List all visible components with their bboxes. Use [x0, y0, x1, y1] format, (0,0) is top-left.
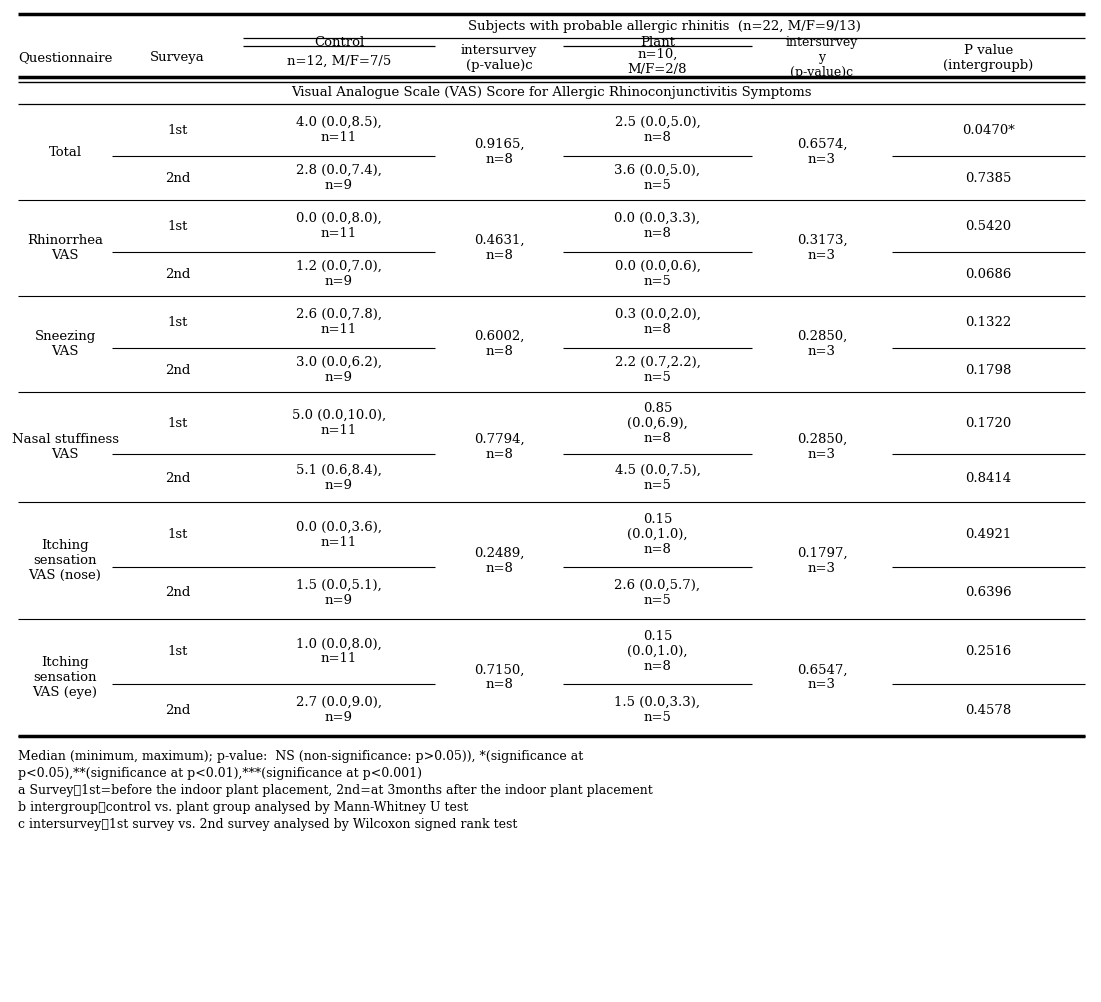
Text: 0.3 (0.0,2.0),
n=8: 0.3 (0.0,2.0), n=8	[614, 308, 700, 336]
Text: Itching
sensation
VAS (eye): Itching sensation VAS (eye)	[33, 656, 98, 699]
Text: 1.5 (0.0,3.3),
n=5: 1.5 (0.0,3.3), n=5	[614, 696, 700, 724]
Text: 0.6547,
n=3: 0.6547, n=3	[797, 663, 848, 691]
Text: 2.7 (0.0,9.0),
n=9: 2.7 (0.0,9.0), n=9	[296, 696, 382, 724]
Text: Total: Total	[48, 145, 81, 158]
Text: 2nd: 2nd	[165, 472, 190, 485]
Text: Questionnaire: Questionnaire	[18, 51, 112, 64]
Text: 0.0470*: 0.0470*	[962, 123, 1015, 136]
Text: 0.8414: 0.8414	[966, 472, 1012, 485]
Text: Median (minimum, maximum); p-value:  NS (non-significance: p>0.05)), *(significa: Median (minimum, maximum); p-value: NS (…	[18, 750, 584, 763]
Text: n=10,
M/F=2/8: n=10, M/F=2/8	[628, 47, 687, 75]
Text: 1st: 1st	[167, 645, 187, 658]
Text: a Survey：1st=before the indoor plant placement, 2nd=at 3months after the indoor : a Survey：1st=before the indoor plant pla…	[18, 784, 653, 797]
Text: 1st: 1st	[167, 219, 187, 232]
Text: 4.5 (0.0,7.5),
n=5: 4.5 (0.0,7.5), n=5	[614, 464, 700, 492]
Text: 0.0686: 0.0686	[966, 268, 1012, 281]
Text: 0.0 (0.0,3.3),
n=8: 0.0 (0.0,3.3), n=8	[614, 212, 700, 240]
Text: Surveya: Surveya	[150, 51, 205, 64]
Text: Control: Control	[314, 35, 364, 48]
Text: 0.1720: 0.1720	[966, 417, 1012, 430]
Text: 3.6 (0.0,5.0),
n=5: 3.6 (0.0,5.0), n=5	[614, 164, 700, 192]
Text: 0.15
(0.0,1.0),
n=8: 0.15 (0.0,1.0), n=8	[628, 630, 688, 673]
Text: 0.0 (0.0,0.6),
n=5: 0.0 (0.0,0.6), n=5	[614, 260, 700, 288]
Text: 0.6574,
n=3: 0.6574, n=3	[797, 138, 848, 166]
Text: P value
(intergroupb): P value (intergroupb)	[944, 43, 1034, 71]
Text: 1st: 1st	[167, 417, 187, 430]
Text: 4.0 (0.0,8.5),
n=11: 4.0 (0.0,8.5), n=11	[296, 116, 382, 144]
Text: 0.7150,
n=8: 0.7150, n=8	[473, 663, 524, 691]
Text: 0.2850,
n=3: 0.2850, n=3	[797, 330, 847, 358]
Text: 2.6 (0.0,7.8),
n=11: 2.6 (0.0,7.8), n=11	[296, 308, 382, 336]
Text: n=12, M/F=7/5: n=12, M/F=7/5	[287, 55, 391, 68]
Text: 0.5420: 0.5420	[966, 219, 1012, 232]
Text: Itching
sensation
VAS (nose): Itching sensation VAS (nose)	[29, 539, 101, 582]
Text: 0.2516: 0.2516	[966, 645, 1012, 658]
Text: 2nd: 2nd	[165, 364, 190, 377]
Text: 0.15
(0.0,1.0),
n=8: 0.15 (0.0,1.0), n=8	[628, 513, 688, 556]
Text: 0.7385: 0.7385	[966, 171, 1012, 184]
Text: 2.5 (0.0,5.0),
n=8: 2.5 (0.0,5.0), n=8	[614, 116, 700, 144]
Text: 1st: 1st	[167, 123, 187, 136]
Text: 0.6002,
n=8: 0.6002, n=8	[473, 330, 524, 358]
Text: 0.3173,
n=3: 0.3173, n=3	[797, 234, 848, 262]
Text: 5.0 (0.0,10.0),
n=11: 5.0 (0.0,10.0), n=11	[292, 409, 386, 437]
Text: 2nd: 2nd	[165, 171, 190, 184]
Text: 5.1 (0.6,8.4),
n=9: 5.1 (0.6,8.4), n=9	[296, 464, 382, 492]
Text: 0.0 (0.0,8.0),
n=11: 0.0 (0.0,8.0), n=11	[296, 212, 382, 240]
Text: 1.5 (0.0,5.1),
n=9: 1.5 (0.0,5.1), n=9	[296, 579, 382, 607]
Text: 0.1798: 0.1798	[966, 364, 1012, 377]
Text: 2.2 (0.7,2.2),
n=5: 2.2 (0.7,2.2), n=5	[614, 356, 700, 384]
Text: Sneezing
VAS: Sneezing VAS	[34, 330, 96, 358]
Text: 0.9165,
n=8: 0.9165, n=8	[473, 138, 524, 166]
Text: Rhinorrhea
VAS: Rhinorrhea VAS	[28, 234, 103, 262]
Text: 0.0 (0.0,3.6),
n=11: 0.0 (0.0,3.6), n=11	[296, 520, 382, 548]
Text: 2nd: 2nd	[165, 703, 190, 716]
Text: b intergroup：control vs. plant group analysed by Mann-Whitney U test: b intergroup：control vs. plant group ana…	[18, 801, 468, 814]
Text: 0.1322: 0.1322	[966, 316, 1012, 329]
Text: 3.0 (0.0,6.2),
n=9: 3.0 (0.0,6.2), n=9	[296, 356, 382, 384]
Text: Visual Analogue Scale (VAS) Score for Allergic Rhinoconjunctivitis Symptoms: Visual Analogue Scale (VAS) Score for Al…	[292, 85, 811, 98]
Text: 0.4921: 0.4921	[966, 528, 1012, 541]
Text: intersurvey
(p-value)c: intersurvey (p-value)c	[461, 43, 537, 71]
Text: intersurvey
y
(p-value)c: intersurvey y (p-value)c	[786, 36, 858, 79]
Text: 1.0 (0.0,8.0),
n=11: 1.0 (0.0,8.0), n=11	[296, 637, 382, 665]
Text: 0.4578: 0.4578	[966, 703, 1012, 716]
Text: 2.6 (0.0,5.7),
n=5: 2.6 (0.0,5.7), n=5	[614, 579, 700, 607]
Text: Subjects with probable allergic rhinitis  (n=22, M/F=9/13): Subjects with probable allergic rhinitis…	[468, 19, 861, 32]
Text: 0.2850,
n=3: 0.2850, n=3	[797, 433, 847, 461]
Text: 2nd: 2nd	[165, 268, 190, 281]
Text: Nasal stuffiness
VAS: Nasal stuffiness VAS	[11, 433, 119, 461]
Text: 2nd: 2nd	[165, 586, 190, 599]
Text: 0.7794,
n=8: 0.7794, n=8	[473, 433, 524, 461]
Text: 0.4631,
n=8: 0.4631, n=8	[473, 234, 524, 262]
Text: 1.2 (0.0,7.0),
n=9: 1.2 (0.0,7.0), n=9	[296, 260, 382, 288]
Text: 0.6396: 0.6396	[966, 586, 1012, 599]
Text: 0.85
(0.0,6.9),
n=8: 0.85 (0.0,6.9), n=8	[628, 402, 688, 445]
Text: 1st: 1st	[167, 316, 187, 329]
Text: 0.1797,
n=3: 0.1797, n=3	[797, 546, 848, 574]
Text: 2.8 (0.0,7.4),
n=9: 2.8 (0.0,7.4), n=9	[296, 164, 382, 192]
Text: 1st: 1st	[167, 528, 187, 541]
Text: c intersurvey：1st survey vs. 2nd survey analysed by Wilcoxon signed rank test: c intersurvey：1st survey vs. 2nd survey …	[18, 818, 517, 831]
Text: Plant: Plant	[640, 35, 675, 48]
Text: 0.2489,
n=8: 0.2489, n=8	[473, 546, 524, 574]
Text: p<0.05),**(significance at p<0.01),***(significance at p<0.001): p<0.05),**(significance at p<0.01),***(s…	[18, 767, 422, 780]
